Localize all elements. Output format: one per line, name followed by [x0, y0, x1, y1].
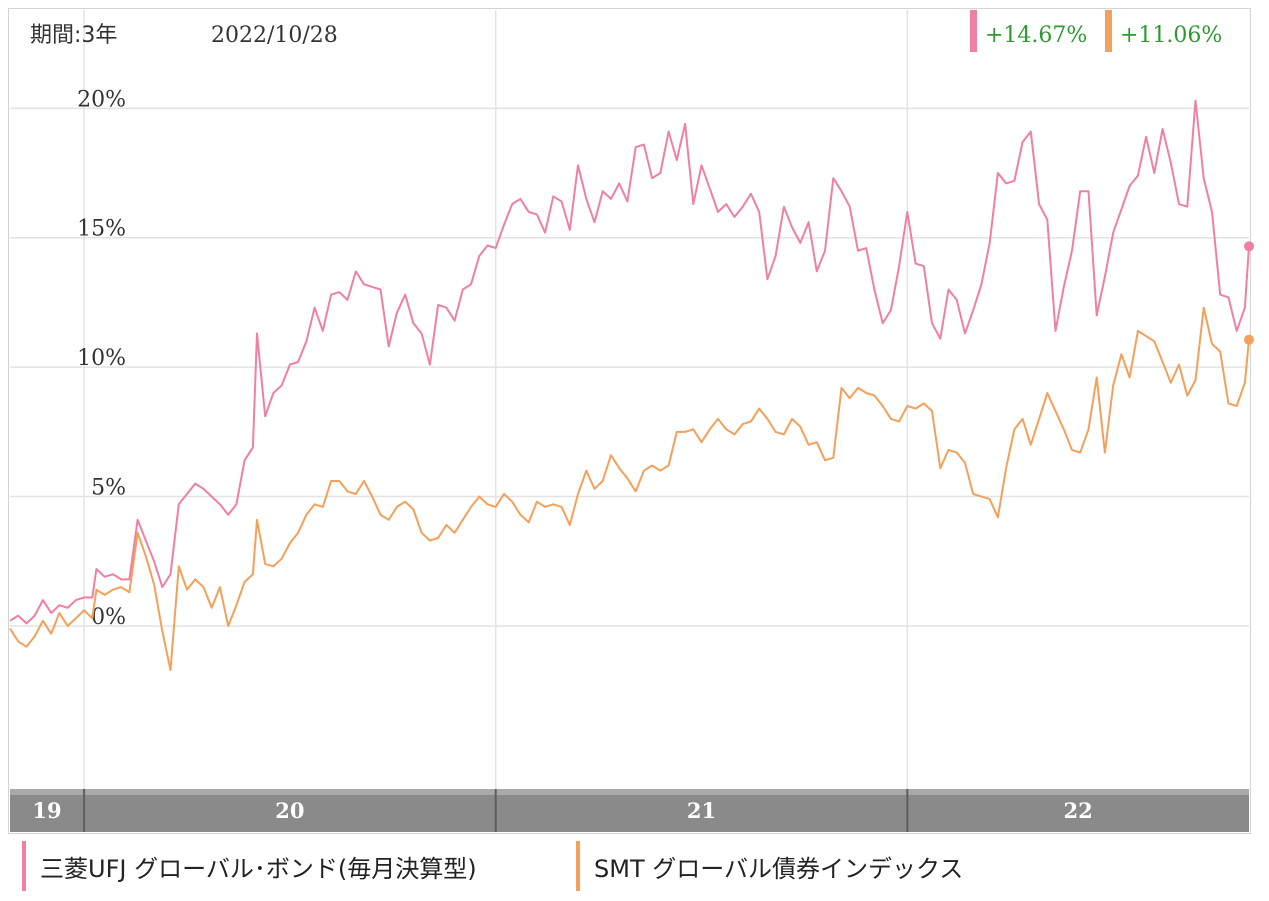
- grid-lines: [10, 10, 1249, 789]
- year-label: 21: [687, 798, 716, 823]
- y-tick-label: 20%: [77, 87, 126, 112]
- legend-swatch: [576, 841, 580, 891]
- chart-frame: [8, 8, 1251, 834]
- year-label: 22: [1064, 798, 1093, 823]
- series-line-2: [9, 306, 1250, 671]
- return-value-series-1: +14.67%: [985, 23, 1087, 48]
- legend-label: 三菱UFJ グローバル･ボンド(毎月決算型): [40, 854, 477, 883]
- year-label: 19: [32, 798, 61, 823]
- y-axis-tick-labels: 20% 15% 10% 5% 0%: [77, 87, 126, 630]
- year-band-highlight: [10, 789, 1249, 795]
- year-band-background: [10, 789, 1249, 832]
- legend-label: SMT グローバル債券インデックス: [594, 854, 964, 883]
- series-end-marker-2: [1244, 334, 1254, 345]
- return-value-series-2: +11.06%: [1120, 23, 1222, 48]
- year-label: 20: [275, 798, 304, 823]
- period-label: 期間:3年: [30, 23, 117, 48]
- legend-item-series-2: SMT グローバル債券インデックス: [576, 840, 963, 892]
- series-end-marker-1: [1244, 241, 1254, 252]
- y-tick-label: 10%: [77, 346, 126, 371]
- series-line-1: [9, 99, 1250, 625]
- y-tick-label: 0%: [91, 605, 126, 630]
- return-marker-series-1: [970, 10, 977, 52]
- return-marker-series-2: [1105, 10, 1112, 52]
- year-band: 19 20 21 22: [10, 789, 1249, 832]
- legend-swatch: [22, 841, 26, 891]
- legend-item-series-1: 三菱UFJ グローバル･ボンド(毎月決算型): [22, 840, 477, 892]
- y-tick-label: 5%: [91, 476, 126, 501]
- y-tick-label: 15%: [77, 217, 126, 242]
- series-lines: [9, 99, 1254, 671]
- date-label: 2022/10/28: [211, 23, 338, 48]
